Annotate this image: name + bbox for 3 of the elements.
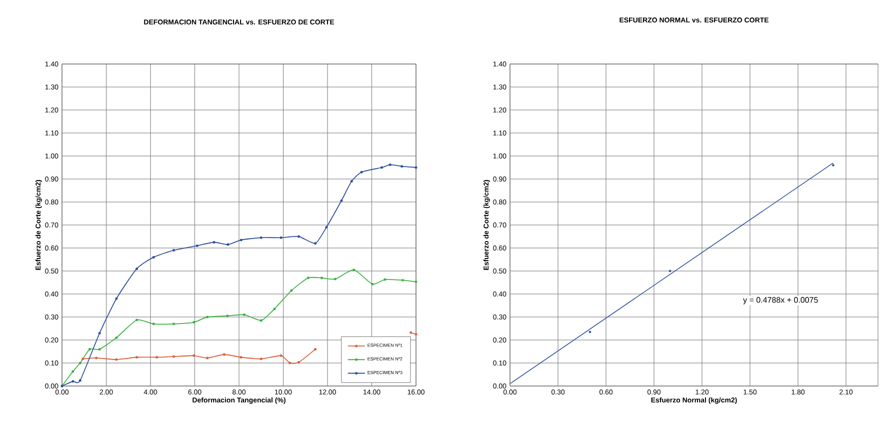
annotation: y = 0.4788x + 0.0075 <box>743 297 818 304</box>
point <box>668 270 672 272</box>
point <box>588 330 592 334</box>
